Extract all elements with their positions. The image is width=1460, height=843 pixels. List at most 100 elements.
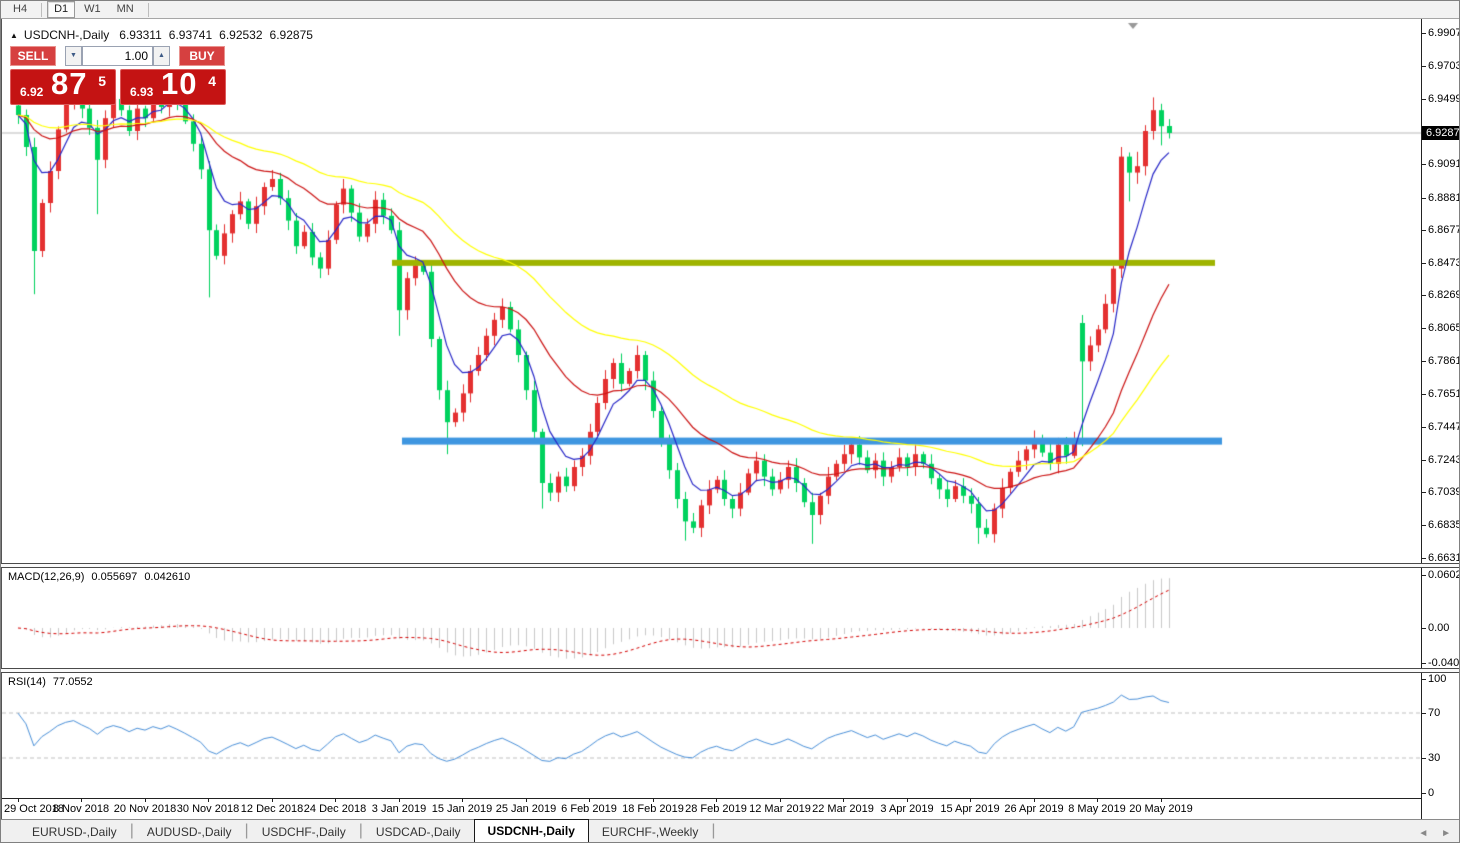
tab-divider: | <box>244 822 249 839</box>
chart-tab-usdcad[interactable]: USDCAD-,Daily <box>375 825 461 839</box>
axis-tick <box>1422 460 1426 461</box>
volume-input[interactable] <box>82 46 153 66</box>
pane-splitter[interactable] <box>1 563 1459 568</box>
price-scale[interactable]: 6.99070 6.97030 6.94990 6.90910 6.88810 6.867… <box>1421 19 1460 819</box>
macd-signal-value: 0.042610 <box>144 571 191 583</box>
timeframe-button-h4[interactable]: H4 <box>13 3 28 15</box>
axis-tick <box>1422 713 1426 714</box>
axis-tick <box>1422 525 1426 526</box>
axis-tick <box>1422 328 1426 329</box>
timeframe-button-d1[interactable]: D1 <box>47 1 76 18</box>
date-tick <box>1034 798 1035 802</box>
timeframe-button-w1[interactable]: W1 <box>84 3 101 15</box>
axis-tick <box>1422 793 1426 794</box>
price-axis-label: 6.66310 <box>1428 552 1459 564</box>
timeframe-button-mn[interactable]: MN <box>116 3 134 15</box>
tab-divider: | <box>358 822 363 839</box>
macd-axis-label: -0.040412 <box>1428 657 1460 669</box>
price-axis-label: 6.78610 <box>1428 355 1459 367</box>
axis-tick <box>1422 230 1426 231</box>
axis-tick <box>1422 492 1426 493</box>
date-axis-label: 29 Oct 2018 <box>4 803 64 815</box>
date-tick <box>716 798 717 802</box>
sell-price-box[interactable]: 6.92 87 5 <box>10 66 116 105</box>
tab-scroll-right-icon[interactable]: ► <box>1441 828 1451 839</box>
date-axis-label: 20 Nov 2018 <box>113 803 177 815</box>
axis-tick <box>1422 361 1426 362</box>
date-axis-label: 15 Apr 2019 <box>940 803 1000 815</box>
date-axis-label: 15 Jan 2019 <box>431 803 493 815</box>
axis-tick <box>1422 164 1426 165</box>
macd-axis-label: 0.00 <box>1428 622 1450 634</box>
price-axis-label: 6.74470 <box>1428 421 1459 433</box>
axis-tick <box>1422 99 1426 100</box>
date-axis-label: 22 Mar 2019 <box>812 803 874 815</box>
price-chart-canvas[interactable] <box>2 19 1422 563</box>
date-axis[interactable]: 29 Oct 2018 8 Nov 2018 20 Nov 2018 30 Nov 2… <box>2 798 1422 819</box>
symbol-marker-icon: ▲ <box>10 30 18 40</box>
date-axis-label: 8 Nov 2018 <box>52 803 110 815</box>
date-axis-label: 18 Feb 2019 <box>622 803 684 815</box>
axis-tick <box>1422 628 1426 629</box>
date-tick <box>462 798 463 802</box>
date-tick <box>970 798 971 802</box>
chart-tab-usdchf[interactable]: USDCHF-,Daily <box>261 825 346 839</box>
pane-splitter[interactable] <box>1 668 1459 673</box>
date-axis-label: 3 Jan 2019 <box>371 803 427 815</box>
ohlc-low: 6.92532 <box>219 28 263 42</box>
axis-tick <box>1422 295 1426 296</box>
chart-tab-usdcnh[interactable]: USDCNH-,Daily <box>473 819 589 842</box>
rsi-axis-label: 0 <box>1428 787 1435 799</box>
chart-plot-area: ▲ USDCNH-,Daily 6.93311 6.93741 6.92532 … <box>1 19 1422 819</box>
macd-indicator-label: MACD(12,26,9) 0.055697 0.042610 <box>8 571 197 583</box>
chart-title: ▲ USDCNH-,Daily 6.93311 6.93741 6.92532 … <box>10 28 320 42</box>
chart-tab-eurusd[interactable]: EURUSD-,Daily <box>32 825 117 839</box>
date-tick <box>335 798 336 802</box>
macd-main-value: 0.055697 <box>91 571 138 583</box>
price-axis-label: 6.82690 <box>1428 289 1459 301</box>
date-tick <box>780 798 781 802</box>
axis-tick <box>1422 427 1426 428</box>
sell-price-big: 87 <box>51 66 88 101</box>
axis-tick <box>1422 66 1426 67</box>
sell-price-sup: 5 <box>98 73 106 89</box>
buy-button[interactable]: BUY <box>179 46 225 66</box>
axis-tick <box>1422 575 1426 576</box>
price-axis-label: 6.99070 <box>1428 27 1459 39</box>
date-tick <box>843 798 844 802</box>
buy-price-prefix: 6.93 <box>130 85 154 99</box>
rsi-name: RSI(14) <box>8 676 46 688</box>
macd-canvas[interactable] <box>2 568 1422 668</box>
rsi-indicator-label: RSI(14) 77.0552 <box>8 676 100 688</box>
price-axis-label: 6.84730 <box>1428 257 1459 269</box>
rsi-value: 77.0552 <box>52 676 93 688</box>
toolbar-separator <box>147 2 149 17</box>
rsi-axis-label: 100 <box>1428 673 1447 685</box>
date-axis-label: 12 Dec 2018 <box>240 803 304 815</box>
chart-tab-audusd[interactable]: AUDUSD-,Daily <box>146 825 232 839</box>
axis-tick <box>1422 263 1426 264</box>
toolbar-separator <box>41 2 43 17</box>
one-click-trade-panel: SELL ▼ ▲ BUY 6.92 87 5 6.93 10 4 <box>10 46 226 105</box>
volume-decrease-button[interactable]: ▼ <box>65 46 82 66</box>
sell-button[interactable]: SELL <box>10 46 56 66</box>
date-tick <box>1161 798 1162 802</box>
date-tick <box>208 798 209 802</box>
tab-scroll-left-icon[interactable]: ◄ <box>1418 828 1429 839</box>
macd-name: MACD(12,26,9) <box>8 571 85 583</box>
date-tick <box>907 798 908 802</box>
volume-increase-button[interactable]: ▲ <box>153 46 170 66</box>
buy-price-box[interactable]: 6.93 10 4 <box>120 66 226 105</box>
date-tick <box>81 798 82 802</box>
date-tick <box>526 798 527 802</box>
price-axis-label: 6.86770 <box>1428 224 1459 236</box>
price-axis-label: 6.80650 <box>1428 322 1459 334</box>
buy-price-big: 10 <box>161 66 198 101</box>
rsi-canvas[interactable] <box>2 673 1422 798</box>
date-tick <box>653 798 654 802</box>
chart-workspace: ▲ USDCNH-,Daily 6.93311 6.93741 6.92532 … <box>1 19 1460 819</box>
chart-tab-eurchf[interactable]: EURCHF-,Weekly <box>601 825 699 839</box>
price-axis-label: 6.72430 <box>1428 454 1459 466</box>
date-axis-label: 3 Apr 2019 <box>880 803 934 815</box>
